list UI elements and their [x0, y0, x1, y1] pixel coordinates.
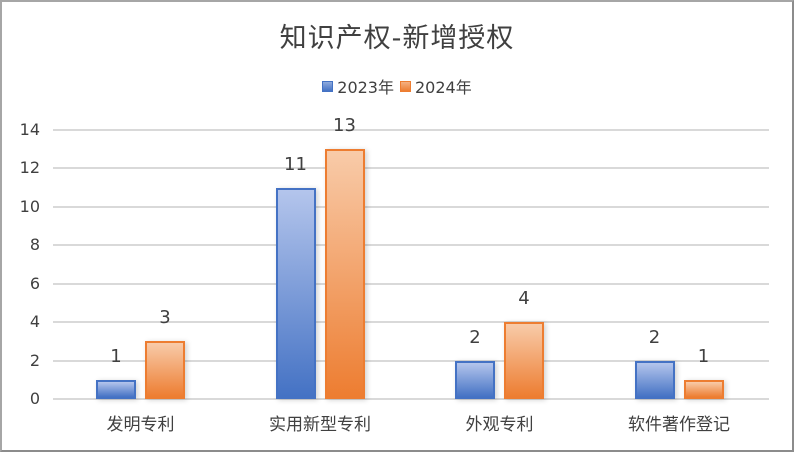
bar-2023年-实用新型专利[interactable]	[275, 187, 316, 399]
gridline	[53, 282, 769, 285]
y-tick-label: 4	[29, 312, 40, 332]
legend-label-2024: 2024年	[415, 78, 472, 97]
y-tick-label: 2	[29, 350, 40, 370]
bar-2023年-发明专利[interactable]	[96, 379, 136, 399]
data-label: 11	[284, 153, 307, 175]
data-label: 2	[469, 326, 481, 348]
data-label: 1	[110, 345, 122, 367]
bar-2024年-实用新型专利[interactable]	[324, 149, 365, 399]
gridline	[53, 129, 769, 131]
legend-item-2024[interactable]: 2024年	[400, 74, 472, 98]
x-tick-label: 发明专利	[106, 415, 175, 435]
bar-2023年-外观专利[interactable]	[455, 360, 495, 399]
legend-swatch-2023-icon	[322, 80, 334, 92]
legend-swatch-2024-icon	[400, 80, 411, 92]
gridline	[53, 321, 769, 324]
y-tick-label: 0	[29, 389, 40, 408]
bar-2024年-外观专利[interactable]	[504, 322, 544, 399]
legend: 2023年 2024年	[0, 74, 794, 98]
data-label: 2	[648, 326, 661, 348]
x-tick-label: 实用新型专利	[269, 415, 371, 435]
y-tick-label: 8	[29, 235, 40, 255]
legend-label-2023: 2023年	[337, 78, 394, 97]
bar-2024年-软件著作登记[interactable]	[683, 379, 724, 399]
gridline	[53, 359, 769, 362]
gridline	[53, 244, 769, 247]
y-tick-label: 10	[19, 196, 40, 216]
x-tick-label: 外观专利	[465, 415, 534, 435]
y-tick-label: 12	[19, 158, 40, 178]
legend-item-2023[interactable]: 2023年	[322, 74, 394, 98]
chart-title: 知识产权-新增授权	[279, 23, 515, 54]
gridline	[53, 205, 769, 208]
y-tick-label: 14	[19, 120, 40, 139]
data-label: 4	[518, 288, 530, 310]
bar-2024年-发明专利[interactable]	[145, 341, 185, 399]
data-label: 13	[333, 115, 356, 137]
bar-2023年-软件著作登记[interactable]	[634, 360, 675, 399]
x-tick-label: 软件著作登记	[628, 415, 730, 435]
data-label: 1	[697, 345, 710, 367]
gridline	[53, 167, 769, 170]
y-tick-label: 6	[29, 273, 40, 293]
gridline	[53, 398, 769, 400]
data-label: 3	[159, 307, 171, 329]
